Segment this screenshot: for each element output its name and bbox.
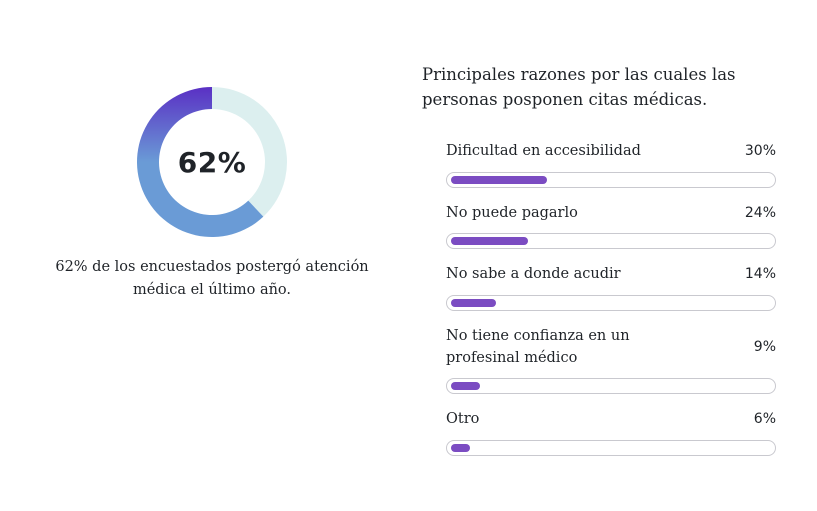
bar-value-label: 14%: [744, 266, 776, 282]
donut-chart: [137, 87, 287, 237]
bar-value-label: 6%: [753, 411, 776, 427]
bar-value-label: 9%: [753, 339, 776, 355]
bar-track: [446, 378, 776, 394]
bar-value-label: 30%: [744, 143, 776, 159]
bar-fill: [451, 176, 547, 184]
bar-label: No puede pagarlo: [446, 205, 578, 221]
bar-label: Dificultad en accesibilidad: [446, 143, 641, 159]
bar-track: [446, 172, 776, 188]
bar-fill: [451, 237, 528, 245]
donut-caption: 62% de los encuestados postergó atención…: [55, 259, 369, 298]
donut-value-segment: [137, 87, 264, 237]
bar-fill: [451, 444, 470, 452]
donut-panel: 62% 62% de los encuestados postergó aten…: [55, 87, 369, 298]
reasons-panel: Principales razones por las cuales las p…: [422, 0, 792, 511]
donut-value-label: 62%: [177, 145, 247, 179]
chart-title: Principales razones por las cuales las p…: [422, 65, 736, 109]
bar-label: No sabe a donde acudir: [446, 266, 621, 282]
bar-label: Otro: [446, 411, 480, 427]
bar-label: No tiene confianza en un profesinal médi…: [446, 328, 630, 366]
bar-track: [446, 440, 776, 456]
bar-track: [446, 233, 776, 249]
bar-track: [446, 295, 776, 311]
bar-fill: [451, 299, 496, 307]
donut-remainder-segment: [212, 87, 287, 217]
bar-value-label: 24%: [744, 205, 776, 221]
bar-fill: [451, 382, 480, 390]
